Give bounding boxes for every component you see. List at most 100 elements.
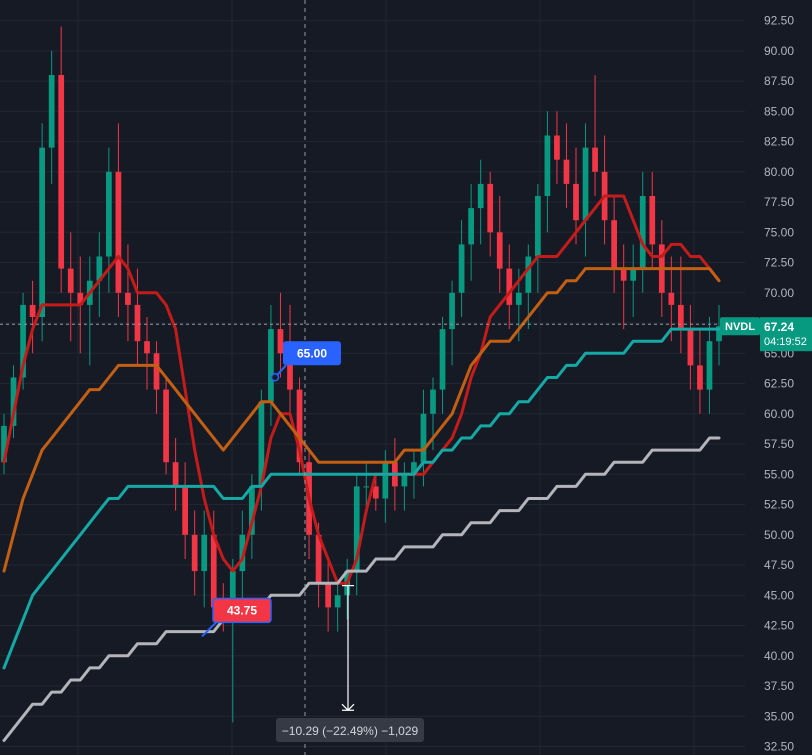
candle-body [48,75,55,148]
candle-body [334,595,341,608]
high-marker-label: 65.00 [297,346,327,360]
candle-body [229,571,236,614]
candle-body [172,462,179,487]
moving-average-line-3 [2,327,721,670]
y-tick-label: 72.50 [764,256,794,270]
y-tick-label: 50.00 [764,528,794,542]
candle-body [678,304,684,330]
candle-body [115,171,122,293]
candle-body [563,159,570,184]
candle-body [77,292,84,305]
candle-body [210,534,217,608]
candle-body [716,326,722,342]
last-price-label: 67.24 [764,320,794,334]
candle-body [535,196,541,257]
low-marker[interactable]: 43.75 [201,597,272,638]
candle-body [515,292,522,305]
moving-average-line-4 [2,436,721,742]
candle-body [611,220,617,269]
y-tick-label: 55.00 [764,467,794,481]
candle-body [201,534,208,572]
candle-body [506,268,513,305]
y-tick-label: 80.00 [764,165,794,179]
chart-overlay: −10.29 (−22.49%) −1,029 65.00 43.75 [0,0,745,755]
candle-body [554,135,560,160]
y-tick-label: 62.50 [764,377,794,391]
candle-body [420,413,427,463]
candle-body [125,292,131,305]
moving-average-line-2 [2,267,721,573]
candle-body [163,389,169,463]
candle-body [477,183,484,209]
candle-body [525,256,532,293]
candle-body [411,462,417,475]
y-tick-label: 52.50 [764,498,794,512]
candle-body [1,425,7,463]
low-marker-box [212,597,272,624]
candle-body [468,208,474,245]
y-tick-label: 42.50 [764,619,794,633]
candle-body [363,486,370,488]
symbol-tag-label: NVDL [725,321,755,333]
y-tick-label: 57.50 [764,437,794,451]
candle-body [630,268,637,281]
candle-body [287,353,293,390]
measure-arrow-icon [341,703,355,712]
y-tick-label: 60.00 [764,407,794,421]
candle-body [639,196,646,269]
candle-body [325,583,331,608]
candle-body [668,292,675,305]
candle-body [458,244,465,293]
symbol-tag: NVDL [720,317,760,336]
low-marker-label: 43.75 [227,603,257,617]
candle-body [239,534,246,572]
candle-body [258,401,265,487]
y-tick-label: 35.00 [764,709,794,723]
high-marker[interactable]: 65.00 [270,341,342,382]
candle-body [372,486,379,499]
candle-body [449,292,455,330]
y-tick-label: 77.50 [764,195,794,209]
y-tick-label: 45.00 [764,588,794,602]
candle-body [29,304,36,318]
high-marker-anchor [270,373,280,382]
last-price-countdown: 04:19:52 [764,336,807,348]
y-tick-label: 82.50 [764,135,794,149]
y-tick-label: 70.00 [764,286,794,300]
last-price-tag: 67.24 04:19:52 [760,317,812,352]
candle-body [20,304,26,378]
candle-body [296,389,303,463]
candle-body [382,462,389,499]
candle-body [430,389,436,414]
y-tick-label: 37.50 [764,679,794,693]
candle-body [58,75,65,269]
candle-body [315,534,322,584]
y-tick-label: 47.50 [764,558,794,572]
candle-body [592,147,598,172]
y-tick-label: 92.50 [764,14,794,28]
measure-label-text: −10.29 (−22.49%) −1,029 [282,724,419,738]
candle-body [67,268,74,293]
y-tick-label: 32.50 [764,740,794,754]
y-tick-label: 90.00 [764,44,794,58]
high-marker-box [283,341,341,366]
candle-body [268,329,274,402]
candle-body [706,341,713,390]
candle-body [573,183,579,221]
last-price-box [760,317,812,352]
candle-body [106,171,112,257]
candle-body [10,377,17,426]
candle-body [439,329,446,390]
candle-body [582,147,589,221]
moving-average-lines [2,194,721,742]
candle-body [620,268,627,281]
candle-body [134,304,141,342]
candle-body [401,474,408,487]
y-tick-label: 87.50 [764,74,794,88]
candle-body [544,135,551,197]
candle-body [649,196,656,245]
candle-body [153,353,160,390]
candle-body [144,341,150,354]
